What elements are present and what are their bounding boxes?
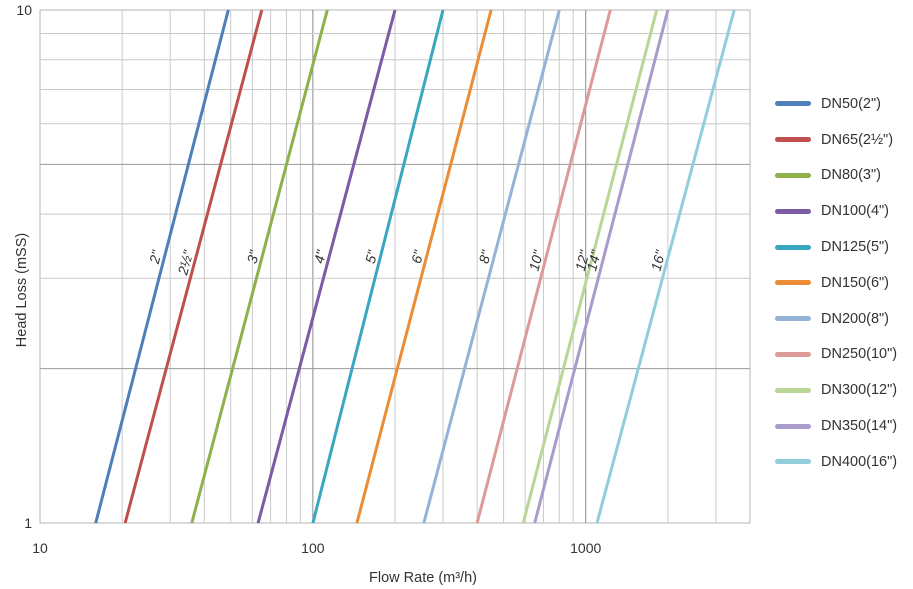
x-tick-label: 10 bbox=[32, 540, 48, 556]
legend-item: DN65(2½") bbox=[775, 122, 897, 158]
legend: DN50(2") DN65(2½") DN80(3") DN100(4") DN125(… bbox=[775, 86, 897, 480]
line-tag: 3" bbox=[244, 248, 263, 265]
legend-label: DN80(3") bbox=[821, 167, 881, 184]
legend-label: DN200(8") bbox=[821, 310, 890, 327]
series-line bbox=[595, 9, 736, 524]
legend-item: DN50(2") bbox=[775, 86, 897, 122]
line-tag: 5" bbox=[362, 248, 381, 265]
x-tick-label: 100 bbox=[301, 540, 325, 556]
legend-swatch bbox=[775, 316, 811, 322]
legend-swatch bbox=[775, 387, 811, 393]
line-tag: 16" bbox=[648, 248, 669, 273]
legend-swatch bbox=[775, 423, 811, 429]
grid bbox=[39, 9, 751, 524]
line-tags: 2" 2½" 3" 4" 5" 6" 8" 10" 12"14" 16" bbox=[146, 248, 669, 278]
series-line bbox=[521, 9, 659, 524]
legend-label: DN150(6") bbox=[821, 274, 890, 291]
line-tag: 8" bbox=[476, 248, 495, 265]
x-tick-label: 1000 bbox=[570, 540, 601, 556]
legend-item: DN80(3") bbox=[775, 158, 897, 194]
line-tag: 10" bbox=[526, 248, 547, 273]
legend-item: DN400(16") bbox=[775, 444, 897, 480]
series-lines bbox=[94, 9, 736, 524]
series-line bbox=[256, 9, 397, 524]
legend-swatch bbox=[775, 351, 811, 357]
series-line bbox=[311, 9, 445, 524]
series-line bbox=[422, 9, 561, 524]
line-tag: 2" bbox=[146, 248, 165, 266]
legend-item: DN350(14") bbox=[775, 408, 897, 444]
legend-label: DN50(2") bbox=[821, 95, 881, 112]
series-line bbox=[475, 9, 612, 524]
legend-swatch bbox=[775, 244, 811, 250]
legend-item: DN150(6") bbox=[775, 265, 897, 301]
legend-item: DN125(5") bbox=[775, 229, 897, 265]
plot-area: 2" 2½" 3" 4" 5" 6" 8" 10" 12"14" 16" 10 100 1000110… bbox=[14, 2, 751, 586]
legend-item: DN200(8") bbox=[775, 301, 897, 337]
legend-swatch bbox=[775, 459, 811, 465]
series-line bbox=[190, 9, 329, 524]
y-tick-label: 10 bbox=[16, 2, 32, 18]
legend-swatch bbox=[775, 208, 811, 214]
legend-label: DN350(14") bbox=[821, 418, 898, 435]
legend-item: DN250(10") bbox=[775, 337, 897, 373]
legend-label: DN250(10") bbox=[821, 346, 898, 363]
line-tag: 14" bbox=[583, 248, 604, 273]
legend-item: DN300(12") bbox=[775, 372, 897, 408]
legend-label: DN65(2½") bbox=[821, 131, 894, 148]
legend-swatch bbox=[775, 101, 811, 107]
line-tag: 6" bbox=[408, 248, 427, 265]
line-tag: 4" bbox=[311, 248, 330, 265]
legend-swatch bbox=[775, 137, 811, 143]
y-tick-label: 1 bbox=[24, 515, 32, 531]
legend-swatch bbox=[775, 172, 811, 178]
y-axis-label: Head Loss (mSS) bbox=[14, 233, 30, 347]
line-tag: 12" bbox=[572, 248, 593, 273]
x-axis-label: Flow Rate (m³/h) bbox=[369, 570, 477, 586]
legend-label: DN400(16") bbox=[821, 453, 898, 470]
legend-label: DN125(5") bbox=[821, 239, 890, 256]
legend-swatch bbox=[775, 280, 811, 286]
series-line bbox=[94, 9, 230, 524]
line-tag: 2½" bbox=[174, 248, 196, 278]
legend-label: DN100(4") bbox=[821, 203, 890, 220]
legend-item: DN100(4") bbox=[775, 193, 897, 229]
series-line bbox=[533, 9, 670, 524]
legend-label: DN300(12") bbox=[821, 382, 898, 399]
series-line bbox=[123, 9, 264, 524]
series-line bbox=[355, 9, 493, 524]
